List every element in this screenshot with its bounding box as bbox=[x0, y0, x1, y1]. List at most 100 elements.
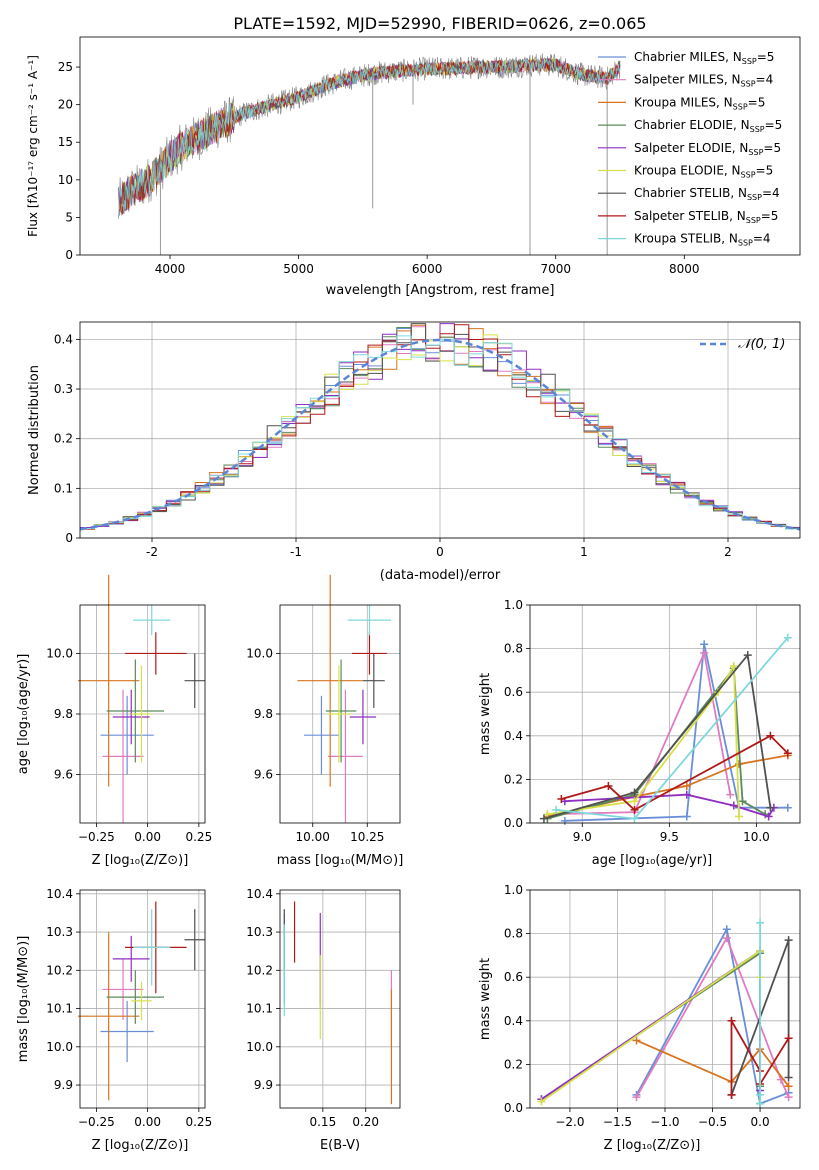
weight-marker-chabrier-miles bbox=[560, 816, 569, 825]
y-tick-label: 0.2 bbox=[54, 432, 73, 446]
age-vs-metallicity-panel: Z [log₁₀(Z/Z⊙)] age [log₁₀(age/yr)] −0.2… bbox=[16, 574, 212, 868]
x-tick-label: 9.5 bbox=[660, 830, 679, 844]
legend-label-salpeter-elodie: Salpeter ELODIE, NSSP=5 bbox=[634, 141, 781, 157]
x-tick-label: −0.25 bbox=[78, 830, 115, 844]
weight-vs-metallicity-xlabel: Z [log₁₀(Z/Z⊙)] bbox=[604, 1138, 701, 1153]
y-tick-label: 9.6 bbox=[54, 768, 73, 782]
y-tick-label: 0.2 bbox=[504, 772, 523, 786]
y-tick-label: 0 bbox=[65, 248, 73, 262]
x-tick-label: −2.0 bbox=[555, 1115, 584, 1129]
weight-marker-chabrier-elodie bbox=[738, 797, 747, 806]
x-tick-label: 1 bbox=[580, 545, 588, 559]
x-tick-label: 0.25 bbox=[185, 1115, 212, 1129]
residual-legend: 𝒩(0, 1) bbox=[700, 337, 785, 352]
y-tick-label: 1.0 bbox=[504, 883, 523, 897]
y-tick-label: 0 bbox=[65, 531, 73, 545]
x-tick-label: 2 bbox=[724, 545, 732, 559]
x-tick-label: 7000 bbox=[540, 262, 571, 276]
legend-label-kroupa-miles: Kroupa MILES, NSSP=5 bbox=[634, 95, 765, 111]
y-tick-label: 10.0 bbox=[246, 1040, 273, 1054]
spectrum-xlabel: wavelength [Angstrom, rest frame] bbox=[326, 283, 555, 298]
residual-frame bbox=[79, 321, 801, 539]
legend-label-salpeter-stelib: Salpeter STELIB, NSSP=5 bbox=[634, 209, 778, 225]
y-tick-label: 10 bbox=[58, 173, 73, 187]
weight-marker-kroupa-stelib bbox=[756, 1090, 765, 1099]
y-tick-label: 9.6 bbox=[254, 768, 273, 782]
weight-marker-chabrier-miles bbox=[700, 640, 709, 649]
y-tick-label: 0.1 bbox=[54, 481, 73, 495]
weight-marker-salpeter-stelib bbox=[604, 781, 613, 790]
y-tick-label: 10.0 bbox=[246, 646, 273, 660]
spectrum-panel: 4000 5000 6000 7000 8000 0 5 10 15 20 25 wavelengt… bbox=[26, 36, 801, 298]
weight-marker-kroupa-stelib bbox=[552, 805, 561, 814]
weight-vs-metallicity-panel: Z [log₁₀(Z/Z⊙)] mass weight −2.0 −1.5 −1.0… bbox=[478, 883, 801, 1153]
weight-marker-salpeter-stelib bbox=[727, 1016, 736, 1025]
model-spectrum-salpeter-stelib bbox=[118, 58, 621, 215]
weight-line-chabrier-stelib bbox=[543, 652, 772, 820]
plot-frame bbox=[529, 604, 801, 824]
y-tick-label: 0.4 bbox=[54, 332, 73, 346]
weight-marker-kroupa-stelib bbox=[630, 814, 639, 823]
x-tick-label: 0.15 bbox=[309, 1115, 336, 1129]
y-tick-label: 9.8 bbox=[254, 707, 273, 721]
y-tick-label: 0.2 bbox=[504, 1057, 523, 1071]
age-vs-metallicity-xlabel: Z [log₁₀(Z/Z⊙)] bbox=[92, 853, 189, 868]
model-spectrum-chabrier-stelib bbox=[118, 57, 621, 219]
weight-marker-kroupa-elodie bbox=[537, 1097, 546, 1106]
y-tick-label: 10.0 bbox=[46, 1040, 73, 1054]
x-tick-label: 5000 bbox=[283, 262, 314, 276]
weight-marker-kroupa-elodie bbox=[735, 812, 744, 821]
x-tick-label: 0.0 bbox=[751, 1115, 770, 1129]
spectrum-plot-area: 4000 5000 6000 7000 8000 0 5 10 15 20 25 bbox=[58, 53, 700, 276]
weight-vs-age-xlabel: age [log₁₀(age/yr)] bbox=[592, 853, 713, 868]
gaussian-reference-curve bbox=[80, 338, 800, 531]
y-tick-label: 10.3 bbox=[246, 925, 273, 939]
residual-ylabel: Normed distribution bbox=[27, 365, 42, 495]
weight-marker-salpeter-stelib bbox=[557, 795, 566, 804]
y-tick-label: 0.4 bbox=[504, 729, 523, 743]
weight-marker-kroupa-miles bbox=[632, 1036, 641, 1045]
weight-line-chabrier-miles bbox=[635, 926, 789, 1105]
plot-frame bbox=[279, 889, 401, 1109]
age-vs-mass-panel: mass [log₁₀(M/M⊙)] 10.00 10.25 9.6 9.8 10.0 bbox=[246, 574, 404, 868]
legend-label-chabrier-miles: Chabrier MILES, NSSP=5 bbox=[634, 50, 774, 66]
weight-marker-salpeter-miles bbox=[784, 1093, 793, 1102]
spectrum-legend: Chabrier MILES, NSSP=5 Salpeter MILES, NS… bbox=[598, 50, 782, 248]
weight-marker-salpeter-miles bbox=[632, 1093, 641, 1102]
y-tick-label: 9.9 bbox=[54, 1078, 73, 1092]
x-tick-label: 10.0 bbox=[743, 830, 770, 844]
figure-title: PLATE=1592, MJD=52990, FIBERID=0626, z=0… bbox=[233, 14, 646, 33]
weight-marker-kroupa-miles bbox=[682, 781, 691, 790]
y-tick-label: 10.3 bbox=[46, 925, 73, 939]
x-tick-label: −0.5 bbox=[698, 1115, 727, 1129]
plot-frame bbox=[529, 889, 801, 1109]
x-tick-label: 0 bbox=[436, 545, 444, 559]
weight-line-chabrier-elodie bbox=[540, 951, 761, 1104]
x-tick-label: 10.25 bbox=[350, 830, 384, 844]
weight-marker-chabrier-stelib bbox=[630, 788, 639, 797]
mass-vs-reddening-xlabel: E(B-V) bbox=[320, 1138, 360, 1153]
weight-marker-chabrier-miles bbox=[783, 803, 792, 812]
y-tick-label: 10.1 bbox=[246, 1002, 273, 1016]
x-tick-label: 9.0 bbox=[573, 830, 592, 844]
weight-marker-salpeter-elodie bbox=[764, 812, 773, 821]
y-tick-label: 0.4 bbox=[504, 1014, 523, 1028]
x-tick-label: 0.00 bbox=[134, 1115, 161, 1129]
weight-line-salpeter-miles bbox=[635, 935, 790, 1098]
mass-vs-metallicity-ylabel: mass [log₁₀(M/M⊙)] bbox=[16, 936, 31, 1063]
y-tick-label: 20 bbox=[58, 98, 73, 112]
x-tick-label: −1.5 bbox=[603, 1115, 632, 1129]
age-vs-mass-xlabel: mass [log₁₀(M/M⊙)] bbox=[277, 853, 404, 868]
model-spectrum-kroupa-stelib bbox=[118, 58, 621, 219]
y-tick-label: 9.8 bbox=[54, 707, 73, 721]
weight-line-kroupa-miles bbox=[636, 1039, 790, 1087]
weight-line-kroupa-elodie bbox=[540, 949, 761, 1103]
weight-marker-kroupa-stelib bbox=[756, 1099, 765, 1108]
y-tick-label: 10.4 bbox=[46, 887, 73, 901]
y-tick-label: 9.9 bbox=[254, 1078, 273, 1092]
weight-marker-kroupa-miles bbox=[784, 1082, 793, 1091]
legend-label-kroupa-stelib: Kroupa STELIB, NSSP=4 bbox=[634, 232, 771, 248]
plot-frame bbox=[79, 889, 206, 1109]
weight-vs-metallicity-ylabel: mass weight bbox=[478, 958, 493, 1040]
y-tick-label: 1.0 bbox=[504, 598, 523, 612]
